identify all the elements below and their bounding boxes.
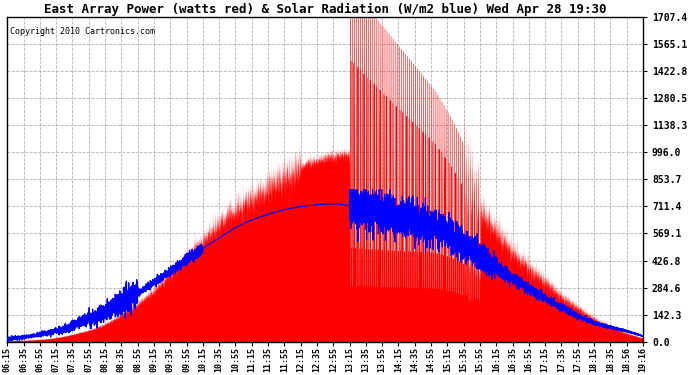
- Text: Copyright 2010 Cartronics.com: Copyright 2010 Cartronics.com: [10, 27, 155, 36]
- Title: East Array Power (watts red) & Solar Radiation (W/m2 blue) Wed Apr 28 19:30: East Array Power (watts red) & Solar Rad…: [44, 3, 607, 16]
